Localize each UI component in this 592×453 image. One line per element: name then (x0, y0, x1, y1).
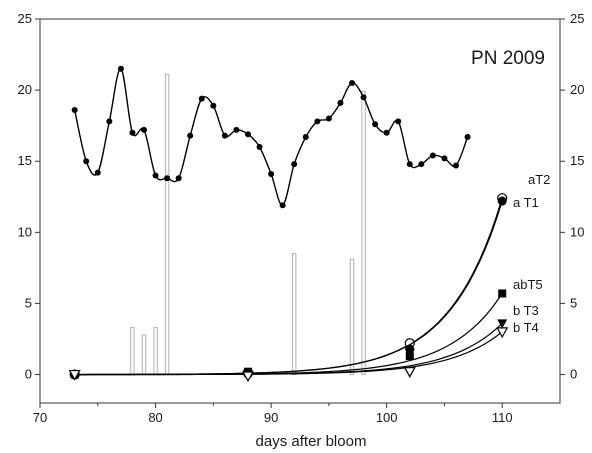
series-label-t1: a T1 (513, 195, 539, 210)
temperature-point (83, 158, 90, 165)
series-label-t3: b T3 (513, 303, 539, 318)
temperature-point (441, 155, 448, 162)
temperature-point (164, 175, 171, 182)
treatment-point-t1 (497, 196, 507, 206)
series-label-t4: b T4 (513, 320, 539, 335)
plot-frame (39, 18, 561, 404)
temperature-point (129, 129, 136, 136)
x-tick-label: 70 (33, 410, 47, 425)
x-tick-label: 90 (264, 410, 278, 425)
treatment-curve-t4 (74, 331, 503, 376)
y-tick-label-left: 25 (18, 11, 32, 26)
y-tick-label-right: 15 (570, 153, 584, 168)
temperature-line (73, 68, 469, 207)
rain-bar (292, 253, 297, 376)
treatment-point-t5 (498, 289, 507, 298)
treatment-point-t4 (68, 369, 81, 381)
temperature-point (256, 144, 263, 150)
rain-bar (153, 327, 158, 376)
temperature-point (117, 65, 124, 72)
temperature-point (268, 171, 275, 178)
x-tick-label: 80 (148, 410, 162, 425)
rain-bar (361, 91, 366, 376)
temperature-point (94, 169, 101, 176)
temperature-point (279, 202, 286, 209)
temperature-point (418, 161, 425, 168)
temperature-point (349, 80, 355, 86)
series-label-t5: abT5 (513, 277, 543, 292)
temperature-point (372, 121, 379, 128)
temperature-point (71, 107, 78, 114)
temperature-point (198, 95, 205, 102)
treatment-point-t4 (496, 327, 509, 339)
x-axis-label: days after bloom (256, 433, 367, 450)
y-tick-label-left: 10 (18, 224, 32, 239)
y-tick-label-right: 5 (570, 295, 577, 310)
temperature-point (325, 115, 332, 122)
temperature-point (314, 118, 321, 125)
y-tick-label-left: 15 (18, 153, 32, 168)
temperature-point (360, 94, 367, 101)
x-tick-label: 110 (492, 410, 513, 425)
rain-bar (164, 73, 170, 376)
temperature-point (464, 134, 471, 141)
y-tick-label-left: 5 (25, 295, 32, 310)
temperature-point (245, 131, 251, 138)
temperature-point (302, 134, 309, 141)
temperature-point (221, 132, 228, 139)
rain-bar (141, 334, 147, 376)
temperature-point (152, 172, 159, 179)
temperature-point (175, 175, 182, 182)
temperature-point (429, 152, 436, 159)
temperature-point (395, 118, 402, 125)
temperature-point (141, 126, 147, 133)
treatment-point-t4 (241, 371, 255, 383)
y-tick-label-right: 20 (570, 82, 584, 97)
temperature-point (453, 162, 459, 169)
treatment-point-t4 (403, 367, 416, 378)
treatment-curve-t1 (74, 200, 503, 376)
y-tick-label-right: 25 (570, 11, 584, 26)
y-tick-label-left: 20 (18, 82, 32, 97)
temperature-point (106, 118, 113, 125)
series-label-t2: aT2 (528, 172, 550, 187)
temperature-point (406, 161, 413, 168)
temperature-point (383, 129, 390, 136)
treatment-point-t3 (404, 349, 415, 359)
chart-title: PN 2009 (471, 48, 545, 69)
rain-bar (349, 258, 355, 376)
temperature-point (337, 99, 344, 106)
y-tick-label-left: 0 (25, 367, 32, 382)
treatment-curve-t3 (74, 322, 503, 376)
treatment-curve-t2 (74, 198, 503, 376)
treatment-point-t3 (497, 319, 508, 329)
temperature-point (233, 126, 240, 133)
x-tick-label: 100 (376, 410, 398, 425)
temperature-point (210, 102, 217, 109)
temperature-point (187, 132, 194, 139)
y-tick-label-right: 10 (570, 224, 584, 239)
y-tick-label-right: 0 (570, 367, 577, 382)
temperature-point (291, 161, 298, 168)
rain-bar (130, 327, 135, 376)
